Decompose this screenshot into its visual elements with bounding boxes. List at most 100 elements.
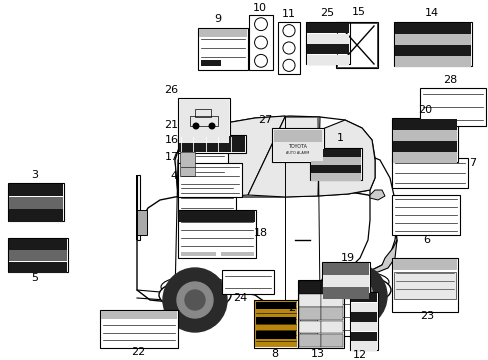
Bar [391,158,467,188]
Bar [392,141,456,152]
Bar [323,287,368,298]
Bar [336,23,376,67]
Bar [253,300,297,348]
Bar [298,307,320,320]
Bar [306,44,348,54]
Bar [350,341,376,351]
Text: 19: 19 [340,253,354,263]
Circle shape [184,290,204,310]
Bar [272,129,323,161]
Bar [321,262,369,298]
Bar [178,98,229,144]
Text: 11: 11 [282,9,295,19]
Polygon shape [369,190,384,200]
Text: 26: 26 [163,85,178,95]
Circle shape [177,282,213,318]
Polygon shape [137,175,396,302]
Bar [8,183,64,221]
Polygon shape [137,175,140,240]
Bar [310,165,360,172]
Bar [198,28,247,70]
Bar [9,197,63,209]
Bar [178,183,236,213]
Bar [323,275,368,287]
Text: 16: 16 [164,135,179,145]
Bar [180,152,195,176]
Text: 14: 14 [424,8,438,18]
Bar [306,23,348,33]
Bar [350,312,376,321]
Bar [190,116,218,126]
Bar [221,252,253,256]
Bar [256,331,295,339]
Bar [349,292,377,350]
Bar [273,130,321,142]
Bar [256,302,295,309]
Text: 13: 13 [310,349,325,359]
Polygon shape [367,240,396,272]
Bar [222,270,273,294]
Bar [391,195,459,235]
Bar [320,281,342,294]
Polygon shape [317,120,374,196]
Polygon shape [339,158,396,278]
Bar [306,54,348,64]
Bar [256,317,295,324]
Bar [309,148,361,180]
Bar [391,258,457,312]
Circle shape [192,122,199,130]
Bar [137,210,147,235]
Text: 24: 24 [232,293,246,303]
Bar [248,15,272,70]
Polygon shape [247,117,319,197]
Bar [419,88,485,126]
Circle shape [163,268,226,332]
Bar [393,271,455,298]
Circle shape [336,278,372,314]
Text: 8: 8 [271,349,278,359]
Bar [350,322,376,331]
Bar [323,263,368,274]
Text: 4: 4 [170,171,177,181]
Bar [9,262,67,273]
Bar [392,259,456,270]
Bar [179,99,228,143]
Bar [310,157,360,165]
Text: 23: 23 [419,311,433,321]
Circle shape [345,286,364,306]
Bar [394,56,470,67]
Bar [394,23,470,33]
Bar [9,250,67,261]
Bar [9,239,67,250]
Text: 6: 6 [423,235,429,245]
Polygon shape [175,116,285,197]
Bar [310,173,360,180]
Text: 18: 18 [253,228,267,238]
Bar [394,45,470,55]
Bar [320,294,342,307]
Text: 10: 10 [252,3,266,13]
Bar [320,307,342,320]
Bar [299,300,317,334]
Text: TOYOTA: TOYOTA [288,144,307,149]
Bar [201,59,221,66]
Bar [392,130,456,140]
Bar [392,119,456,130]
Bar [100,310,178,348]
Bar [391,118,457,162]
Circle shape [323,264,386,328]
Bar [320,321,342,333]
Bar [178,135,245,153]
Bar [9,184,63,196]
Bar [298,281,320,294]
Bar [350,293,376,302]
Bar [350,332,376,341]
Bar [101,311,177,319]
Bar [393,22,471,66]
Bar [8,238,68,272]
Bar [335,22,377,68]
Bar [298,321,320,333]
Bar [306,33,348,44]
Bar [305,22,349,64]
Bar [254,301,296,347]
